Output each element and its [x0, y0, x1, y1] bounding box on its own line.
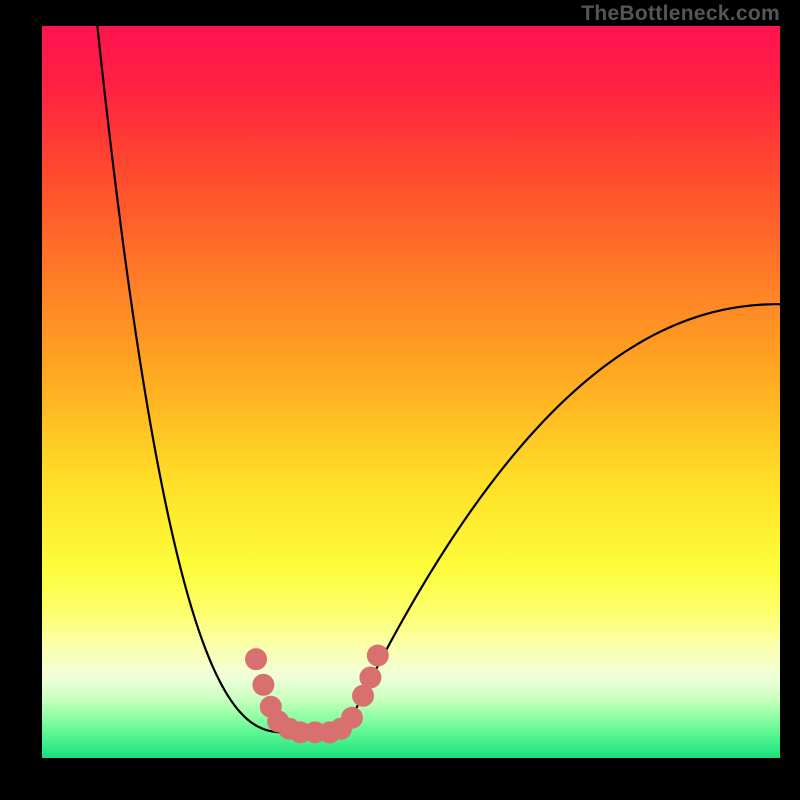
data-marker: [367, 645, 389, 667]
data-marker: [359, 666, 381, 688]
data-marker: [245, 648, 267, 670]
chart-background: [42, 26, 780, 758]
watermark-text: TheBottleneck.com: [581, 2, 780, 26]
bottleneck-chart: [42, 26, 780, 758]
data-marker: [341, 707, 363, 729]
data-marker: [252, 674, 274, 696]
